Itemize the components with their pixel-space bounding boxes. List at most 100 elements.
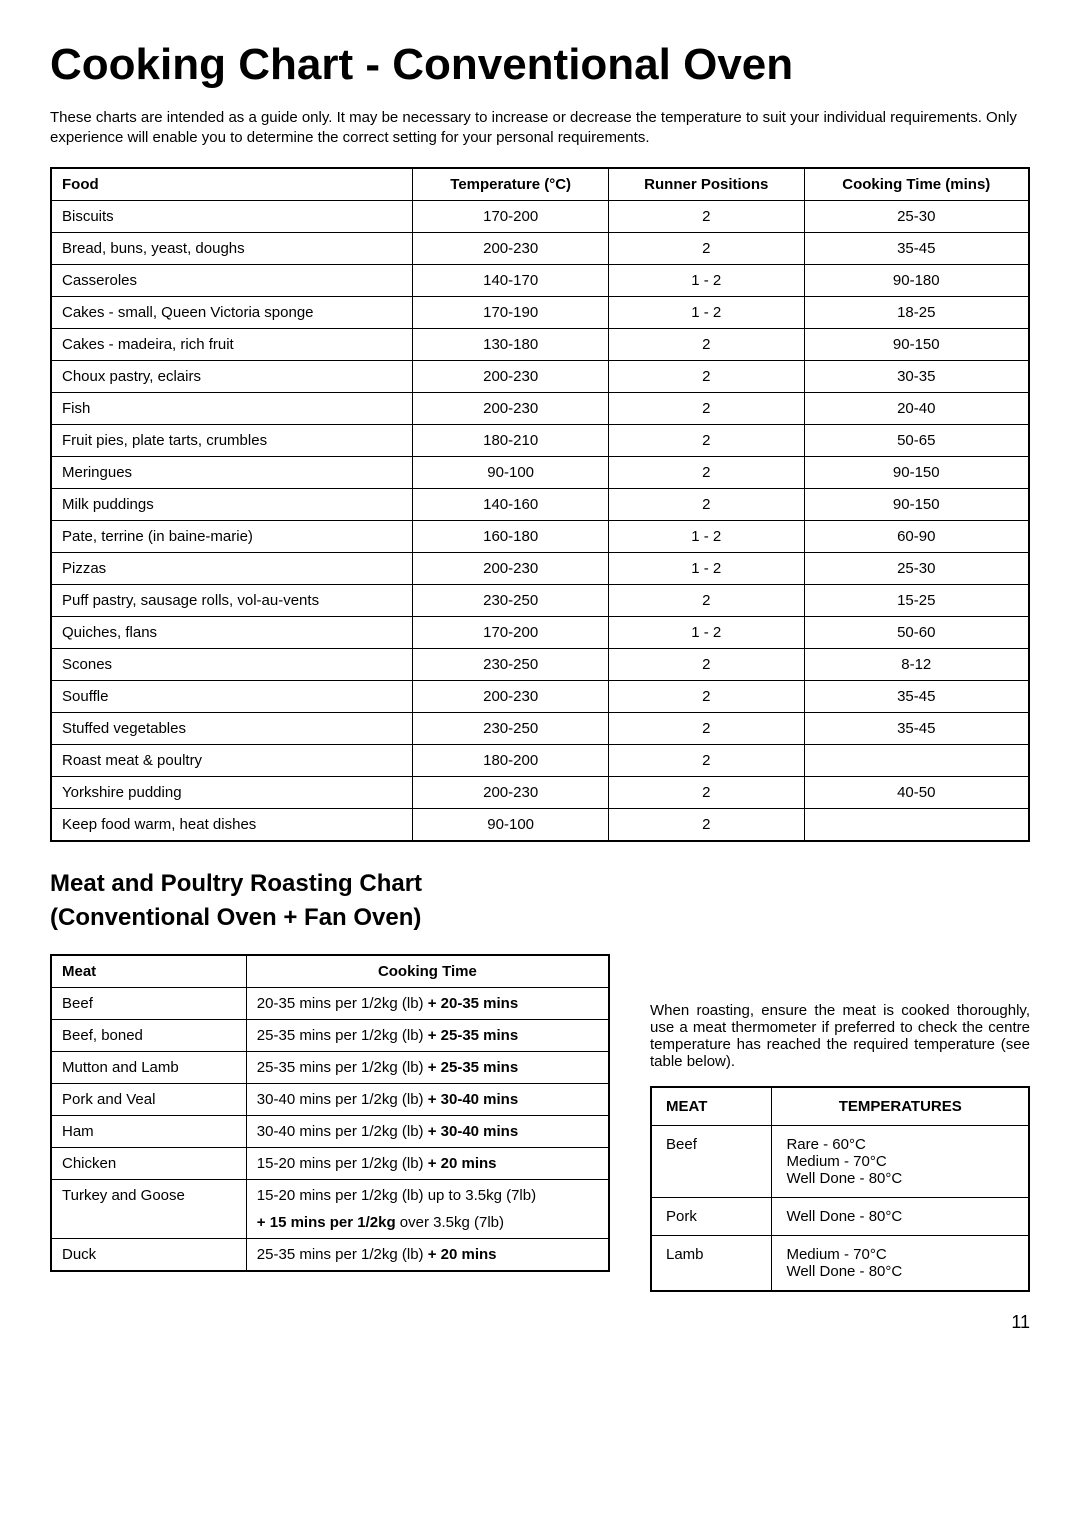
temp-col-meat: MEAT (651, 1087, 772, 1126)
page-title: Cooking Chart - Conventional Oven (50, 40, 1030, 90)
table-cell: 35-45 (804, 713, 1029, 745)
temp-meat-cell: Pork (651, 1198, 772, 1236)
table-cell: 160-180 (413, 521, 609, 553)
table-cell: 2 (608, 681, 804, 713)
col-food: Food (51, 168, 413, 201)
table-row: Stuffed vegetables230-250235-45 (51, 713, 1029, 745)
table-cell: 25-30 (804, 201, 1029, 233)
table-cell: 50-60 (804, 617, 1029, 649)
table-row: Souffle200-230235-45 (51, 681, 1029, 713)
table-cell: Meringues (51, 457, 413, 489)
table-row: Cakes - madeira, rich fruit130-180290-15… (51, 329, 1029, 361)
table-cell: 2 (608, 745, 804, 777)
meat-col-meat: Meat (51, 955, 246, 988)
time-cell: 25-35 mins per 1/2kg (lb) + 20 mins (246, 1239, 609, 1272)
table-row: Fish200-230220-40 (51, 393, 1029, 425)
col-temp: Temperature (°C) (413, 168, 609, 201)
table-cell: Souffle (51, 681, 413, 713)
table-cell: 2 (608, 777, 804, 809)
table-row: Keep food warm, heat dishes90-1002 (51, 809, 1029, 842)
table-cell: 90-100 (413, 457, 609, 489)
table-row: LambMedium - 70°CWell Done - 80°C (651, 1236, 1029, 1292)
page-number: 11 (50, 1312, 1030, 1333)
table-row: Choux pastry, eclairs200-230230-35 (51, 361, 1029, 393)
meat-cell: Duck (51, 1239, 246, 1272)
meat-cell: Chicken (51, 1148, 246, 1180)
table-cell: 1 - 2 (608, 297, 804, 329)
roasting-note: When roasting, ensure the meat is cooked… (650, 1002, 1030, 1070)
table-cell: 2 (608, 425, 804, 457)
table-cell: 140-170 (413, 265, 609, 297)
temp-value-cell: Rare - 60°CMedium - 70°CWell Done - 80°C (772, 1126, 1029, 1198)
time-cell: 25-35 mins per 1/2kg (lb) + 25-35 mins (246, 1052, 609, 1084)
table-cell: 35-45 (804, 233, 1029, 265)
table-cell: Fruit pies, plate tarts, crumbles (51, 425, 413, 457)
table-cell: 2 (608, 329, 804, 361)
table-cell: 2 (608, 393, 804, 425)
table-cell: 90-180 (804, 265, 1029, 297)
table-cell: Scones (51, 649, 413, 681)
table-row: Milk puddings140-160290-150 (51, 489, 1029, 521)
table-row: PorkWell Done - 80°C (651, 1198, 1029, 1236)
meat-cell: Turkey and Goose (51, 1180, 246, 1239)
cooking-chart-table: Food Temperature (°C) Runner Positions C… (50, 167, 1030, 842)
table-cell: Milk puddings (51, 489, 413, 521)
table-cell: 1 - 2 (608, 521, 804, 553)
table-cell: 2 (608, 361, 804, 393)
table-cell: 30-35 (804, 361, 1029, 393)
table-row: Ham30-40 mins per 1/2kg (lb) + 30-40 min… (51, 1116, 609, 1148)
table-cell: 2 (608, 457, 804, 489)
table-cell: 40-50 (804, 777, 1029, 809)
table-cell: Stuffed vegetables (51, 713, 413, 745)
time-cell: 25-35 mins per 1/2kg (lb) + 25-35 mins (246, 1020, 609, 1052)
table-cell: 50-65 (804, 425, 1029, 457)
table-cell: 170-190 (413, 297, 609, 329)
table-cell: 180-200 (413, 745, 609, 777)
table-row: Fruit pies, plate tarts, crumbles180-210… (51, 425, 1029, 457)
table-row: Meringues90-100290-150 (51, 457, 1029, 489)
table-cell: 1 - 2 (608, 265, 804, 297)
table-cell: 90-150 (804, 489, 1029, 521)
table-row: Beef, boned25-35 mins per 1/2kg (lb) + 2… (51, 1020, 609, 1052)
table-cell: Bread, buns, yeast, doughs (51, 233, 413, 265)
temperature-table: MEAT TEMPERATURES BeefRare - 60°CMedium … (650, 1086, 1030, 1292)
table-row: Quiches, flans170-2001 - 250-60 (51, 617, 1029, 649)
table-cell: 8-12 (804, 649, 1029, 681)
table-cell: 230-250 (413, 649, 609, 681)
table-cell (804, 809, 1029, 842)
table-row: Pate, terrine (in baine-marie)160-1801 -… (51, 521, 1029, 553)
table-cell: Yorkshire pudding (51, 777, 413, 809)
table-cell: Roast meat & poultry (51, 745, 413, 777)
temp-value-cell: Medium - 70°CWell Done - 80°C (772, 1236, 1029, 1292)
col-time: Cooking Time (mins) (804, 168, 1029, 201)
table-cell: 1 - 2 (608, 553, 804, 585)
table-cell: 15-25 (804, 585, 1029, 617)
table-cell: 90-150 (804, 457, 1029, 489)
table-row: Mutton and Lamb25-35 mins per 1/2kg (lb)… (51, 1052, 609, 1084)
table-cell: 2 (608, 489, 804, 521)
table-row: Biscuits170-200225-30 (51, 201, 1029, 233)
table-cell: 2 (608, 201, 804, 233)
table-row: Roast meat & poultry180-2002 (51, 745, 1029, 777)
table-cell: Pate, terrine (in baine-marie) (51, 521, 413, 553)
meat-col-time: Cooking Time (246, 955, 609, 988)
temp-meat-cell: Lamb (651, 1236, 772, 1292)
table-cell: 180-210 (413, 425, 609, 457)
table-cell: 2 (608, 585, 804, 617)
table-row: Turkey and Goose15-20 mins per 1/2kg (lb… (51, 1180, 609, 1239)
table-cell: 200-230 (413, 681, 609, 713)
time-cell: 15-20 mins per 1/2kg (lb) + 20 mins (246, 1148, 609, 1180)
meat-cell: Beef (51, 988, 246, 1020)
time-cell: 15-20 mins per 1/2kg (lb) up to 3.5kg (7… (246, 1180, 609, 1239)
table-cell: Biscuits (51, 201, 413, 233)
table-cell: 200-230 (413, 393, 609, 425)
table-cell: 130-180 (413, 329, 609, 361)
table-cell: 200-230 (413, 553, 609, 585)
table-cell: 170-200 (413, 617, 609, 649)
meat-cell: Ham (51, 1116, 246, 1148)
meat-subheading: (Conventional Oven + Fan Oven) (50, 904, 1030, 932)
table-cell: 25-30 (804, 553, 1029, 585)
table-row: Duck25-35 mins per 1/2kg (lb) + 20 mins (51, 1239, 609, 1272)
table-cell: 2 (608, 713, 804, 745)
col-runner: Runner Positions (608, 168, 804, 201)
